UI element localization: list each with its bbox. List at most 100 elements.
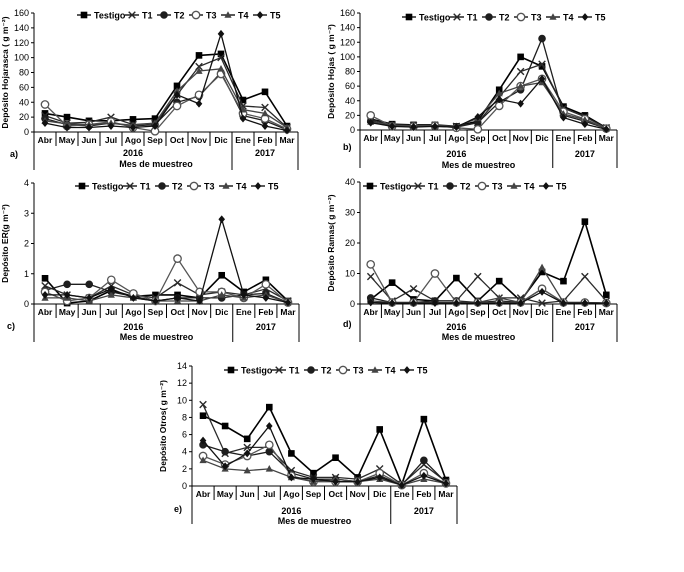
series-line <box>370 264 607 304</box>
data-point <box>420 471 428 480</box>
x-tick-label: Nov <box>513 307 529 317</box>
y-tick-label: 80 <box>345 67 355 77</box>
x-axis-title: Mes de muestreo <box>278 516 352 526</box>
y-axis-title: Depósito Hojarasca ( g m⁻²) <box>0 16 10 128</box>
legend-label: T2 <box>172 182 183 192</box>
panel-e: 0 2 4 6 8 10 12 14 Abr May Jun Jul Ago Sep Oct Nov Dic En… <box>158 361 458 526</box>
year-label-2016: 2016 <box>446 322 466 332</box>
data-point <box>217 64 225 72</box>
data-point <box>495 294 503 301</box>
data-point <box>217 53 225 62</box>
legend-label: T2 <box>321 366 332 376</box>
legend-label: T2 <box>499 13 510 23</box>
x-tick-label: Ago <box>448 133 465 143</box>
data-point <box>40 100 50 109</box>
data-point <box>106 275 116 285</box>
data-point <box>495 277 503 285</box>
x-tick-label: Jun <box>406 133 421 143</box>
legend-label: T5 <box>268 182 279 192</box>
series-line <box>45 216 289 304</box>
data-point <box>173 87 181 94</box>
data-point <box>262 294 270 302</box>
data-point <box>63 280 71 289</box>
legend-marker <box>516 12 526 22</box>
data-point <box>581 299 589 307</box>
data-point <box>195 99 203 108</box>
data-point <box>538 299 546 307</box>
data-point <box>63 123 71 132</box>
panel-b: 0 20 40 60 80 100 120 140 160 Abr May Jun Jul Ago Sep O… <box>326 8 618 170</box>
data-point <box>474 299 482 307</box>
x-tick-label: Sep <box>306 489 322 499</box>
x-tick-label: Jun <box>82 307 97 317</box>
legend-item-t1: T1 <box>272 366 300 376</box>
x-tick-label: Dic <box>535 307 549 317</box>
legend-label: T4 <box>563 13 574 23</box>
data-point <box>265 422 273 430</box>
data-point <box>410 123 417 131</box>
legend-marker <box>477 181 487 191</box>
data-point <box>538 287 546 296</box>
legend-item-testigo: Testigo <box>363 182 412 192</box>
x-tick-label: Feb <box>258 307 273 317</box>
y-tick-label: 1 <box>24 269 29 279</box>
legend-item-testigo: Testigo <box>224 366 273 376</box>
legend-label: T1 <box>142 11 153 21</box>
legend-label: T1 <box>289 366 300 376</box>
x-tick-label: Dic <box>535 133 549 143</box>
series-t5 <box>41 29 291 135</box>
legend-label: Testigo <box>92 182 124 192</box>
legend-item-testigo: Testigo <box>77 11 126 21</box>
data-point <box>217 50 225 58</box>
legend-marker <box>549 13 557 20</box>
x-tick-label: Dic <box>373 489 387 499</box>
legend-item-t2: T2 <box>304 366 332 376</box>
x-tick-label: Ene <box>236 307 252 317</box>
legend-item-t4: T4 <box>368 366 396 376</box>
legend-item-t4: T4 <box>219 182 247 192</box>
data-point <box>409 284 418 293</box>
legend-item-t1: T1 <box>411 182 439 192</box>
legend-item-t1: T1 <box>450 13 478 23</box>
data-point <box>516 67 525 76</box>
x-tick-label: Jun <box>240 489 255 499</box>
legend-marker <box>191 10 201 20</box>
legend-label: T1 <box>467 13 478 23</box>
data-point <box>354 477 361 486</box>
legend-item-t3: T3 <box>189 11 217 21</box>
panel-d: 0 10 20 30 40 Abr May Jun Jul Ago Sep Oct Nov Dic Ene F… <box>326 177 618 342</box>
series-line <box>370 275 607 304</box>
y-tick-label: 100 <box>14 53 29 63</box>
x-tick-label: May <box>59 135 76 145</box>
y-tick-label: 2 <box>24 239 29 249</box>
data-point <box>420 456 428 465</box>
legend-label: Testigo <box>241 366 273 376</box>
x-tick-label: Feb <box>577 307 592 317</box>
series-t5 <box>367 74 610 134</box>
legend-marker <box>581 13 589 21</box>
series-t5 <box>199 422 450 490</box>
panel-label: b) <box>343 142 352 152</box>
y-tick-label: 4 <box>182 447 187 457</box>
legend-label: T4 <box>238 11 249 21</box>
legend-item-t4: T4 <box>221 11 249 21</box>
x-tick-label: Abr <box>363 307 378 317</box>
x-tick-label: Nov <box>513 133 529 143</box>
data-point <box>243 449 251 458</box>
series-t4 <box>199 456 450 488</box>
data-point <box>474 112 482 121</box>
legend-label: T2 <box>460 182 471 192</box>
x-tick-label: Jun <box>406 307 421 317</box>
x-tick-label: Abr <box>196 489 211 499</box>
data-point <box>85 123 93 132</box>
x-tick-label: Mar <box>280 307 296 317</box>
data-point <box>195 62 203 71</box>
data-point <box>265 447 274 456</box>
legend-item-t1: T1 <box>125 11 153 21</box>
data-point <box>581 120 589 129</box>
data-point <box>366 111 376 120</box>
data-point <box>410 299 417 307</box>
legend-label: T3 <box>204 182 215 192</box>
panel-label: d) <box>343 319 352 329</box>
year-label-2016: 2016 <box>123 322 143 332</box>
